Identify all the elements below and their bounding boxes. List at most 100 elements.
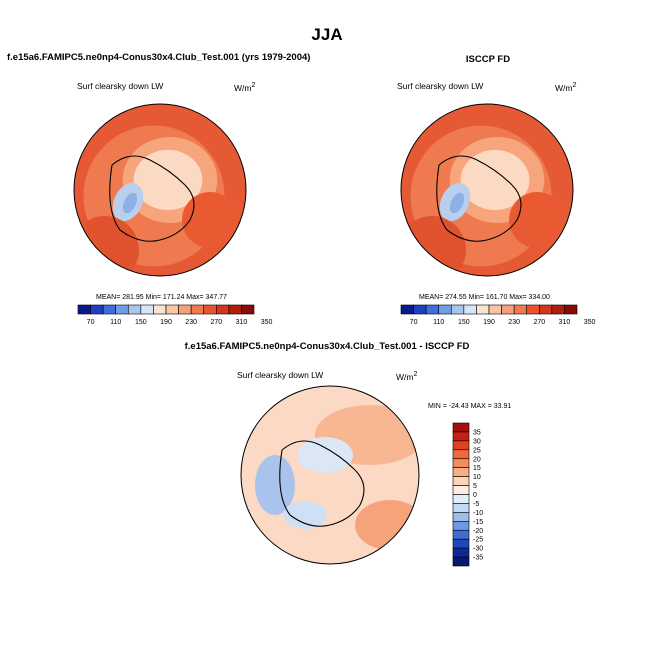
obs-colorbar-cell-10 [526, 304, 540, 315]
obs-colorbar-cell-12 [551, 304, 565, 315]
diff-stats-label: MIN = -24.43 MAX = 33.91 [428, 403, 512, 410]
diff-colorbar-cell-8 [452, 494, 470, 504]
model-map-arctic-band [133, 149, 203, 211]
model-colorbar-cell-6 [153, 304, 167, 315]
obs-colorbar-tick-3: 190 [483, 319, 495, 326]
obs-map-coastline-4 [446, 229, 488, 242]
model-colorbar-tick-7: 350 [261, 319, 273, 326]
model-colorbar-cell-7 [165, 304, 179, 315]
diff-map-cool-baffin [283, 501, 327, 529]
diff-map-coastline-0 [281, 440, 321, 451]
model-map-hotspot-east [182, 192, 238, 248]
obs-colorbar-cell-13 [564, 304, 578, 315]
diff-colorbar-cell-0 [452, 422, 470, 433]
model-colorbar: 70 110 150 190 230 270 310 350 [77, 304, 273, 326]
model-colorbar-tick-5: 270 [210, 319, 222, 326]
diff-panel-title: f.e15a6.FAMIPC5.ne0np4-Conus30x4.Club_Te… [184, 341, 470, 352]
diff-map-coastline-1 [319, 444, 356, 471]
obs-map-coastline-3 [486, 219, 518, 241]
model-colorbar-cell-12 [228, 304, 242, 315]
diff-colorbar-cell-2 [452, 440, 470, 451]
obs-panel-title: ISCCP FD [465, 54, 511, 65]
obs-colorbar-cell-4 [450, 304, 465, 315]
model-map-greenland-core [122, 192, 138, 214]
model-map-coastline-1 [149, 159, 186, 186]
obs-colorbar-cell-8 [501, 304, 515, 315]
model-colorbar-tick-1: 110 [110, 319, 121, 326]
diff-colorbar-tick-0: 35 [473, 429, 481, 436]
model-colorbar-cell-8 [178, 304, 192, 315]
model-map-map-border [73, 103, 247, 277]
model-colorbar-tick-6: 310 [236, 319, 248, 326]
model-colorbar-tick-2: 150 [135, 319, 147, 326]
diff-map-coastline-2 [354, 469, 365, 506]
model-colorbar-cell-3 [115, 304, 129, 315]
obs-units-label: W/m2 [555, 82, 577, 93]
model-map-coastline-0 [111, 155, 151, 166]
model-colorbar-tick-3: 190 [160, 319, 172, 326]
model-variable-label: Surf clearsky down LW [77, 81, 164, 91]
obs-colorbar-cell-6 [476, 304, 490, 315]
obs-map-coastline-1 [476, 159, 513, 186]
diff-map-coastline-5 [279, 449, 291, 516]
diff-colorbar-tick-9: -10 [473, 510, 483, 517]
obs-colorbar-tick-5: 270 [533, 319, 545, 326]
obs-map-coastline-5 [436, 164, 448, 231]
page-title: JJA [311, 25, 343, 44]
diff-colorbar-cell-11 [452, 521, 470, 531]
diff-variable-label: Surf clearsky down LW [237, 370, 324, 380]
diff-colorbar-tick-10: -15 [473, 519, 483, 526]
diff-colorbar-tick-8: -5 [473, 501, 479, 508]
obs-map-hotspot-east [509, 192, 565, 248]
obs-colorbar-tick-6: 310 [559, 319, 571, 326]
diff-map [240, 385, 420, 565]
obs-map [400, 103, 574, 277]
obs-colorbar-cell-9 [513, 304, 528, 315]
model-colorbar-cell-0 [77, 304, 91, 315]
model-panel-title: f.e15a6.FAMIPC5.ne0np4-Conus30x4.Club_Te… [7, 52, 311, 63]
diff-colorbar-tick-12: -25 [473, 537, 483, 544]
model-units-label: W/m2 [234, 82, 256, 93]
diff-colorbar-cell-12 [452, 529, 470, 540]
model-colorbar-tick-4: 230 [185, 319, 197, 326]
diff-colorbar-tick-5: 10 [473, 474, 481, 481]
obs-colorbar-tick-0: 70 [410, 319, 418, 326]
diff-map-coastline-4 [289, 514, 331, 527]
model-colorbar-cell-9 [190, 304, 205, 315]
model-colorbar-cell-11 [215, 304, 230, 315]
diff-map-cool-greenland [255, 455, 295, 515]
model-map-coastline-2 [184, 184, 195, 221]
diff-colorbar-cell-7 [452, 485, 470, 495]
obs-colorbar-tick-7: 350 [584, 319, 596, 326]
obs-map-coastline-0 [438, 155, 478, 166]
diff-colorbar-cell-6 [452, 476, 470, 486]
diff-colorbar-tick-14: -35 [473, 555, 483, 562]
diff-colorbar-tick-4: 15 [473, 465, 481, 472]
model-map-coastline-5 [109, 164, 121, 231]
model-colorbar-cell-4 [127, 304, 142, 315]
diff-colorbar-cell-15 [452, 556, 470, 567]
model-colorbar-cell-2 [102, 304, 117, 315]
obs-colorbar-cell-7 [488, 304, 502, 315]
diff-colorbar-cell-4 [452, 458, 470, 468]
diff-colorbar-cell-5 [452, 467, 470, 477]
obs-colorbar: 70 110 150 190 230 270 310 350 [400, 304, 596, 326]
diff-colorbar-tick-2: 25 [473, 447, 481, 454]
model-colorbar-cell-13 [241, 304, 255, 315]
obs-variable-label: Surf clearsky down LW [397, 81, 484, 91]
diff-map-cool-arctic [297, 437, 353, 473]
obs-colorbar-cell-2 [425, 304, 440, 315]
obs-stats-label: MEAN= 274.55 Min= 161.70 Max= 334.00 [419, 294, 550, 301]
diff-map-coastline-3 [329, 504, 361, 526]
diff-colorbar-cell-13 [452, 538, 470, 549]
diff-colorbar-tick-3: 20 [473, 456, 481, 463]
diff-colorbar: 35 30 25 20 15 10 5 0 -5 -10 -15 -20 -25 -30 -35 [452, 422, 483, 567]
obs-colorbar-tick-1: 110 [433, 319, 444, 326]
diff-colorbar-cell-10 [452, 512, 470, 522]
obs-colorbar-cell-11 [538, 304, 553, 315]
diff-colorbar-cell-1 [452, 431, 470, 442]
obs-map-greenland-core [449, 192, 465, 214]
obs-colorbar-tick-4: 230 [508, 319, 520, 326]
diff-colorbar-cell-14 [452, 547, 470, 558]
model-stats-label: MEAN= 281.95 Min= 171.24 Max= 347.77 [96, 294, 227, 301]
